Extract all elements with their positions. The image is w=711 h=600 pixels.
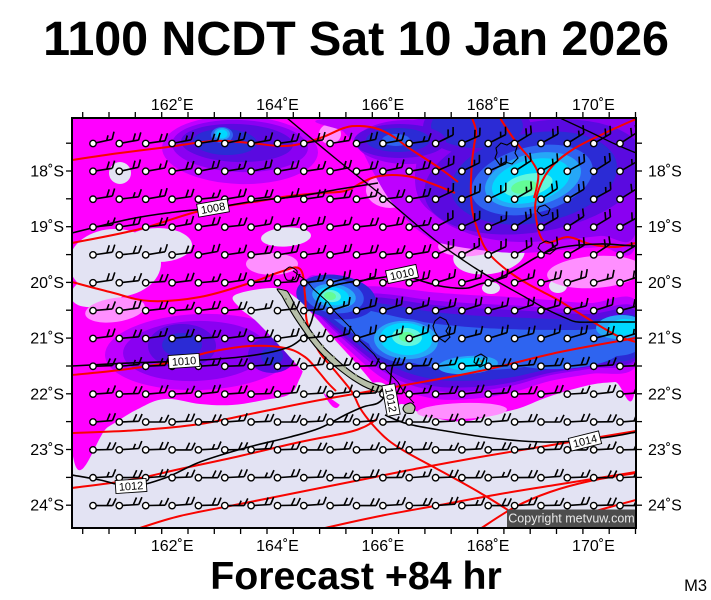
svg-text:168˚E: 168˚E [467, 97, 510, 114]
svg-text:23˚S: 23˚S [30, 442, 64, 459]
svg-text:1010: 1010 [389, 266, 415, 283]
svg-text:20˚S: 20˚S [648, 275, 682, 292]
svg-text:168˚E: 168˚E [467, 538, 510, 555]
svg-text:170˚E: 170˚E [572, 97, 615, 114]
svg-text:23˚S: 23˚S [648, 442, 682, 459]
svg-text:22˚S: 22˚S [648, 386, 682, 403]
svg-text:19˚S: 19˚S [648, 219, 682, 236]
svg-text:Copyright metvuw.com: Copyright metvuw.com [508, 512, 634, 526]
svg-text:M3: M3 [684, 577, 707, 595]
svg-text:1008: 1008 [200, 201, 226, 217]
svg-text:18˚S: 18˚S [30, 164, 64, 181]
svg-text:1014: 1014 [572, 433, 599, 451]
svg-text:162˚E: 162˚E [151, 538, 194, 555]
svg-text:21˚S: 21˚S [30, 331, 64, 348]
svg-text:20˚S: 20˚S [30, 275, 64, 292]
svg-text:170˚E: 170˚E [572, 538, 615, 555]
svg-text:19˚S: 19˚S [30, 219, 64, 236]
svg-text:1100 NCDT Sat 10 Jan 2026: 1100 NCDT Sat 10 Jan 2026 [43, 12, 669, 66]
svg-text:164˚E: 164˚E [256, 97, 299, 114]
svg-text:Forecast +84 hr: Forecast +84 hr [210, 554, 502, 598]
svg-text:24˚S: 24˚S [30, 498, 64, 515]
svg-text:21˚S: 21˚S [648, 331, 682, 348]
svg-text:166˚E: 166˚E [361, 97, 404, 114]
svg-text:22˚S: 22˚S [30, 386, 64, 403]
svg-text:164˚E: 164˚E [256, 538, 299, 555]
svg-text:1012: 1012 [118, 480, 143, 494]
svg-text:24˚S: 24˚S [648, 498, 682, 515]
svg-text:1012: 1012 [382, 387, 398, 413]
svg-text:166˚E: 166˚E [361, 538, 404, 555]
svg-text:18˚S: 18˚S [648, 164, 682, 181]
svg-text:162˚E: 162˚E [151, 97, 194, 114]
svg-text:1010: 1010 [171, 355, 196, 369]
